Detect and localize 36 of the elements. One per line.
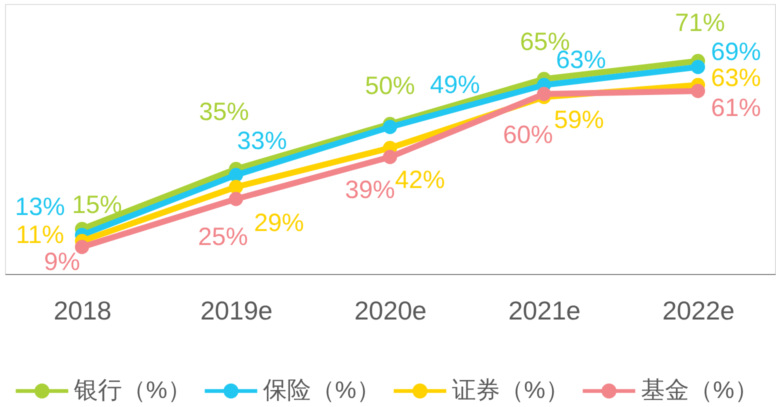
point (228, 180, 244, 194)
data-label: 59% (554, 106, 604, 134)
point (228, 168, 244, 182)
x-tick-label: 2019e (200, 296, 273, 326)
data-label: 69% (710, 38, 762, 66)
data-label: 29% (254, 209, 304, 237)
point (536, 86, 552, 102)
x-tick-label: 2021e (508, 296, 581, 326)
data-label: 49% (430, 71, 480, 99)
point (74, 240, 90, 254)
point (228, 192, 244, 206)
legend-label: 保险（%） (263, 377, 380, 404)
point (690, 84, 706, 98)
data-label: 60% (502, 121, 554, 149)
point (382, 120, 398, 134)
data-label: 71% (674, 9, 726, 37)
legend-label: 银行（%） (73, 377, 192, 404)
data-label: 13% (14, 193, 66, 221)
legend-label: 证券（%） (452, 377, 570, 404)
data-label: 33% (236, 127, 288, 155)
point (690, 60, 706, 74)
data-label: 50% (364, 72, 416, 100)
data-label: 25% (198, 223, 248, 251)
data-label: 35% (198, 98, 250, 126)
point (382, 150, 398, 164)
data-label: 15% (72, 191, 122, 219)
x-tick-label: 2022e (662, 296, 735, 326)
legend-label: 基金（%） (641, 377, 758, 404)
data-label: 11% (16, 221, 64, 249)
data-label: 63% (710, 64, 762, 92)
data-label: 39% (344, 176, 396, 204)
x-tick-label: 2020e (354, 296, 427, 326)
x-tick-label: 2018 (54, 296, 112, 326)
data-label: 9% (44, 248, 80, 276)
data-label: 61% (710, 94, 762, 122)
data-label: 42% (394, 166, 446, 194)
